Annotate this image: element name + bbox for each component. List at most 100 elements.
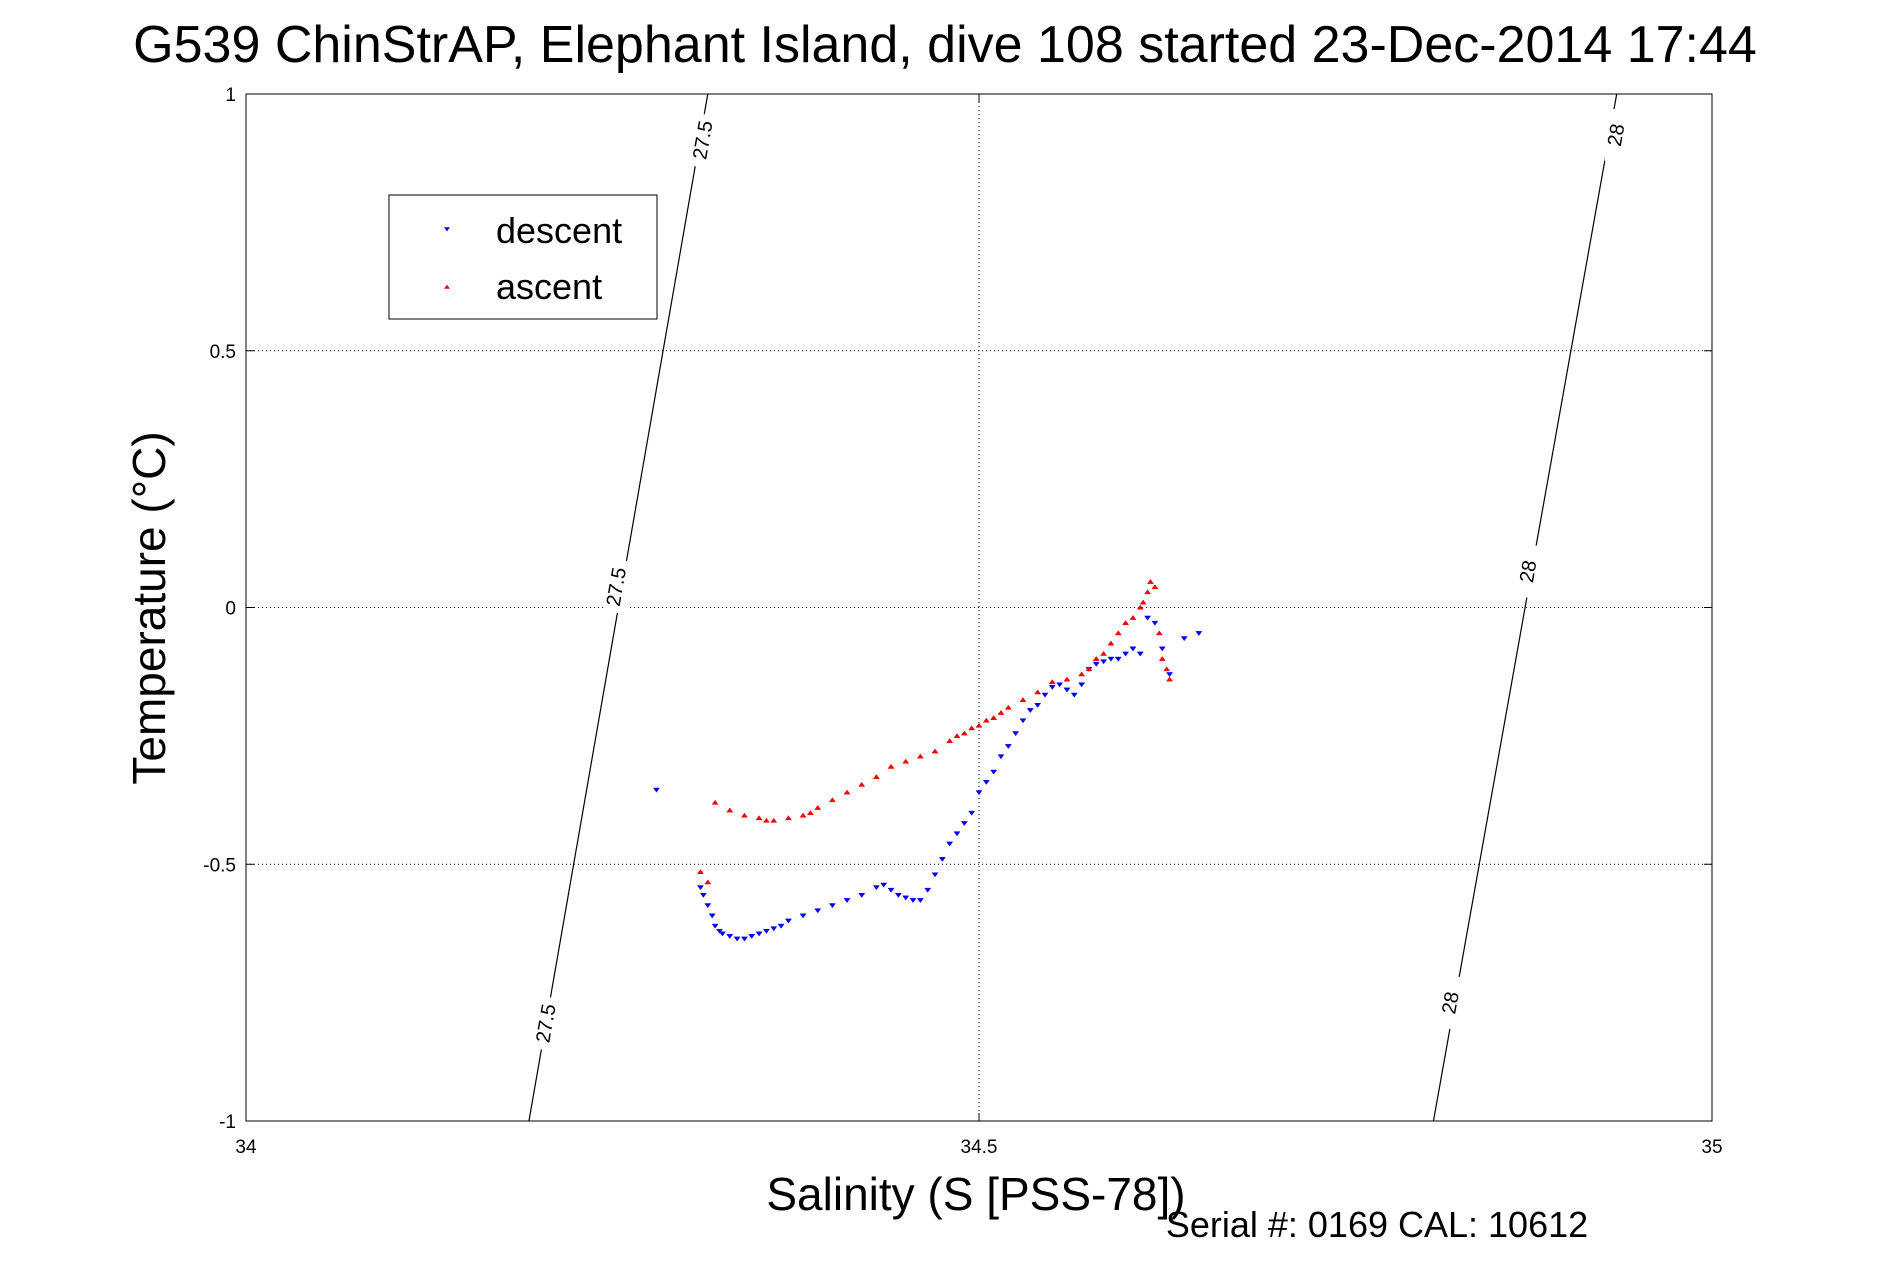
y-tick-label: -1 [219, 1112, 236, 1133]
descent-point [711, 923, 719, 929]
ascent-point [762, 817, 770, 823]
legend-box [388, 194, 658, 320]
descent-point [1107, 656, 1115, 662]
descent-point [652, 787, 660, 793]
data-points [652, 578, 1203, 942]
ascent-point [814, 804, 822, 810]
descent-point [1019, 718, 1027, 724]
ascent-point [968, 725, 976, 731]
ascent-point [1048, 679, 1056, 685]
ascent-point [1063, 676, 1071, 682]
descent-point [1129, 646, 1137, 652]
ascent-point [1136, 604, 1144, 610]
descent-point [1063, 687, 1071, 693]
descent-point [699, 893, 707, 898]
ascent-point [1158, 656, 1166, 661]
descent-point [1114, 656, 1122, 662]
ascent-point [1092, 656, 1100, 661]
descent-point [755, 931, 763, 937]
descent-point [1195, 631, 1203, 637]
ascent-point [843, 789, 851, 795]
descent-point [704, 903, 712, 909]
descent-point [733, 936, 741, 942]
ascent-point [931, 748, 939, 754]
ascent-point [1100, 650, 1108, 656]
ascent-point [711, 799, 719, 805]
ascent-point [740, 812, 748, 818]
descent-point [1026, 708, 1034, 714]
ascent-point [887, 763, 895, 769]
ascent-point [806, 810, 814, 815]
descent-point [872, 885, 880, 891]
ascent-point [1166, 676, 1174, 682]
descent-point [1158, 646, 1166, 652]
contour-label: 28 [1516, 559, 1542, 585]
contour-label: 28 [1604, 122, 1630, 148]
legend-descent-label: descent [496, 210, 622, 251]
descent-point [982, 780, 990, 785]
descent-point [975, 790, 983, 796]
serial-cal-text: Serial #: 0169 CAL: 10612 [1166, 1204, 1588, 1245]
descent-point [716, 928, 724, 934]
x-tick-label: 34 [235, 1137, 257, 1158]
ascent-point [872, 774, 880, 780]
contour-label-bg [1439, 976, 1464, 1029]
descent-point [828, 903, 836, 909]
legend-descent-marker [444, 227, 450, 232]
y-tick-label: 0 [225, 599, 236, 620]
ascent-point [902, 758, 910, 764]
descent-point [777, 923, 785, 929]
descent-point [1122, 651, 1130, 657]
descent-point [938, 857, 946, 862]
descent-point [726, 934, 734, 939]
ascent-point [1114, 630, 1122, 636]
ascent-point [755, 815, 763, 821]
contour-label-bg [1516, 545, 1541, 598]
descent-point [1041, 692, 1049, 698]
chart-title: G539 ChinStrAP, Elephant Island, dive 10… [133, 16, 1757, 74]
ascent-point [799, 812, 807, 818]
descent-point [1092, 661, 1100, 667]
descent-point [1034, 703, 1042, 708]
legend-ascent-marker [444, 284, 450, 289]
ascent-point [1151, 584, 1159, 590]
ascent-point [1147, 578, 1155, 584]
descent-point [880, 882, 888, 888]
descent-point [953, 831, 961, 837]
descent-point [916, 898, 924, 904]
ascent-point [1129, 614, 1137, 620]
ascent-point [704, 879, 712, 885]
descent-point [1048, 685, 1056, 690]
descent-point [1012, 731, 1020, 737]
ascent-point [946, 738, 954, 744]
descent-point [1136, 651, 1144, 657]
legend: descent ascent [388, 194, 658, 320]
descent-point [887, 887, 895, 893]
descent-point [1151, 620, 1159, 626]
descent-point [924, 887, 932, 893]
descent-point [902, 895, 910, 901]
ascent-point [770, 817, 778, 823]
descent-point [784, 918, 792, 924]
ascent-point [1107, 640, 1115, 646]
descent-point [814, 908, 822, 914]
ascent-point [1078, 671, 1086, 677]
ascent-point [1139, 599, 1147, 605]
ascent-point [1019, 697, 1027, 702]
descent-point [748, 934, 756, 939]
legend-ascent-label: ascent [496, 266, 602, 307]
descent-point [843, 898, 851, 904]
ascent-point [784, 815, 792, 821]
ascent-point [1004, 704, 1012, 710]
descent-point [799, 913, 807, 919]
descent-point [990, 769, 998, 775]
ascent-point [1163, 666, 1171, 672]
descent-point [1056, 682, 1064, 688]
ascent-point [990, 715, 998, 720]
contour-label-bg [1604, 109, 1629, 162]
descent-point [909, 898, 917, 904]
x-tick-label: 34.5 [961, 1137, 998, 1158]
ascent-point [982, 717, 990, 723]
